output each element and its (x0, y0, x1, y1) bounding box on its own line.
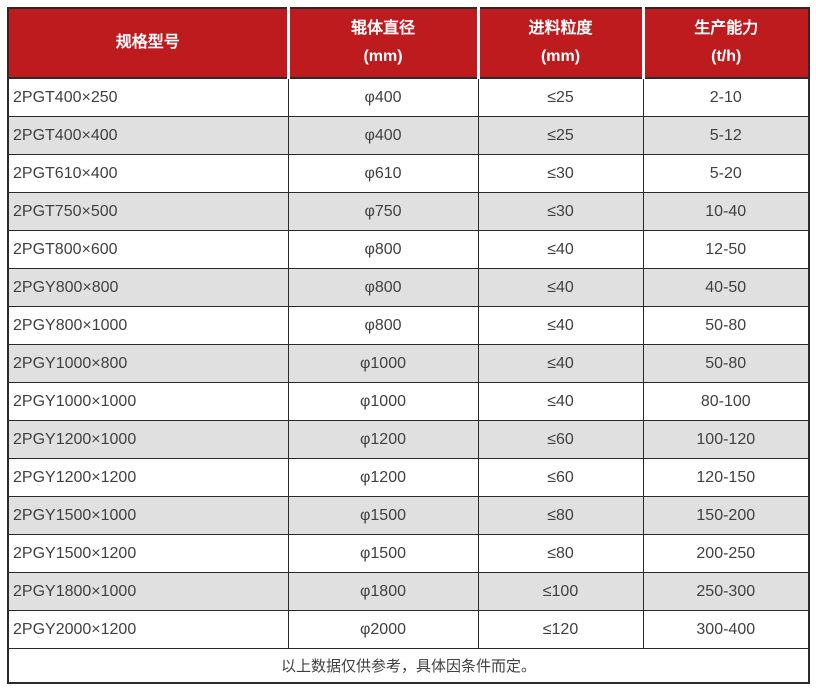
cell-roller-diameter: φ1500 (287, 534, 479, 573)
cell-model: 2PGY1200×1000 (7, 420, 289, 459)
cell-roller-diameter: φ1500 (287, 496, 479, 535)
cell-roller-diameter: φ800 (287, 230, 479, 269)
col-header-capacity-unit: (t/h) (711, 48, 742, 65)
cell-capacity: 50-80 (642, 306, 810, 345)
cell-capacity: 150-200 (642, 496, 810, 535)
cell-capacity: 2-10 (642, 77, 810, 117)
cell-capacity: 120-150 (642, 458, 810, 497)
cell-feed-size: ≤80 (477, 496, 644, 535)
cell-capacity: 80-100 (642, 382, 810, 421)
footer-note: 以上数据仅供参考，具体因条件而定。 (7, 648, 810, 684)
cell-feed-size: ≤100 (477, 572, 644, 611)
col-header-roller-diameter-unit: (mm) (363, 48, 403, 65)
col-header-model-title: 规格型号 (115, 34, 180, 52)
cell-model: 2PGT610×400 (7, 154, 289, 193)
cell-feed-size: ≤60 (477, 420, 644, 459)
cell-roller-diameter: φ400 (287, 77, 479, 117)
cell-model: 2PGY1200×1200 (7, 458, 289, 497)
table-row: 2PGY1500×1000 φ1500 ≤80 150-200 (7, 496, 810, 535)
cell-roller-diameter: φ750 (287, 192, 479, 231)
col-header-capacity-title: 生产能力 (694, 20, 759, 38)
cell-capacity: 100-120 (642, 420, 810, 459)
cell-roller-diameter: φ2000 (287, 610, 479, 649)
col-header-feed-size: 进料粒度 (mm) (478, 8, 645, 79)
cell-model: 2PGY1500×1200 (7, 534, 289, 573)
cell-model: 2PGY1000×1000 (7, 382, 289, 421)
cell-feed-size: ≤25 (477, 116, 644, 155)
cell-model: 2PGY2000×1200 (7, 610, 289, 649)
cell-roller-diameter: φ610 (287, 154, 479, 193)
table-row: 2PGY1200×1200 φ1200 ≤60 120-150 (7, 458, 810, 497)
cell-roller-diameter: φ800 (287, 268, 479, 307)
col-header-capacity: 生产能力 (t/h) (643, 8, 809, 79)
table-row: 2PGY800×1000 φ800 ≤40 50-80 (7, 306, 810, 345)
cell-model: 2PGT800×600 (7, 230, 289, 269)
table-row: 2PGY1000×800 φ1000 ≤40 50-80 (7, 344, 810, 383)
cell-model: 2PGT400×250 (7, 77, 289, 117)
footer-row: 以上数据仅供参考，具体因条件而定。 (7, 648, 810, 684)
cell-feed-size: ≤25 (477, 77, 644, 117)
cell-feed-size: ≤30 (477, 154, 644, 193)
cell-feed-size: ≤40 (477, 230, 644, 269)
table-row: 2PGT400×400 φ400 ≤25 5-12 (7, 116, 810, 155)
cell-model: 2PGY800×1000 (7, 306, 289, 345)
cell-roller-diameter: φ1000 (287, 382, 479, 421)
cell-model: 2PGY1800×1000 (7, 572, 289, 611)
spec-table: 规格型号 辊体直径 (mm) 进料粒度 (mm) 生产能力 (t/h) 2PGT… (7, 7, 810, 684)
cell-roller-diameter: φ1200 (287, 458, 479, 497)
cell-capacity: 5-12 (642, 116, 810, 155)
cell-feed-size: ≤80 (477, 534, 644, 573)
table-row: 2PGT610×400 φ610 ≤30 5-20 (7, 154, 810, 193)
col-header-roller-diameter: 辊体直径 (mm) (288, 8, 480, 79)
cell-model: 2PGT400×400 (7, 116, 289, 155)
cell-roller-diameter: φ800 (287, 306, 479, 345)
cell-capacity: 200-250 (642, 534, 810, 573)
cell-capacity: 5-20 (642, 154, 810, 193)
table-row: 2PGY1500×1200 φ1500 ≤80 200-250 (7, 534, 810, 573)
table-row: 2PGT750×500 φ750 ≤30 10-40 (7, 192, 810, 231)
cell-feed-size: ≤30 (477, 192, 644, 231)
cell-model: 2PGY1000×800 (7, 344, 289, 383)
cell-capacity: 40-50 (642, 268, 810, 307)
cell-capacity: 50-80 (642, 344, 810, 383)
col-header-model: 规格型号 (8, 8, 290, 79)
cell-feed-size: ≤40 (477, 344, 644, 383)
table-row: 2PGY1000×1000 φ1000 ≤40 80-100 (7, 382, 810, 421)
cell-model: 2PGY800×800 (7, 268, 289, 307)
cell-roller-diameter: φ1000 (287, 344, 479, 383)
col-header-feed-size-unit: (mm) (540, 48, 581, 65)
cell-roller-diameter: φ1200 (287, 420, 479, 459)
cell-capacity: 250-300 (642, 572, 810, 611)
cell-capacity: 10-40 (642, 192, 810, 231)
col-header-roller-diameter-title: 辊体直径 (350, 20, 415, 38)
table-row: 2PGY1200×1000 φ1200 ≤60 100-120 (7, 420, 810, 459)
cell-feed-size: ≤60 (477, 458, 644, 497)
header-row: 规格型号 辊体直径 (mm) 进料粒度 (mm) 生产能力 (t/h) (8, 8, 809, 79)
table-row: 2PGT400×250 φ400 ≤25 2-10 (7, 77, 810, 117)
cell-roller-diameter: φ1800 (287, 572, 479, 611)
cell-feed-size: ≤40 (477, 268, 644, 307)
col-header-feed-size-title: 进料粒度 (528, 20, 593, 38)
cell-model: 2PGY1500×1000 (7, 496, 289, 535)
table-row: 2PGY800×800 φ800 ≤40 40-50 (7, 268, 810, 307)
cell-roller-diameter: φ400 (287, 116, 479, 155)
table-row: 2PGT800×600 φ800 ≤40 12-50 (7, 230, 810, 269)
cell-capacity: 12-50 (642, 230, 810, 269)
table-row: 2PGY1800×1000 φ1800 ≤100 250-300 (7, 572, 810, 611)
cell-capacity: 300-400 (642, 610, 810, 649)
cell-model: 2PGT750×500 (7, 192, 289, 231)
cell-feed-size: ≤40 (477, 382, 644, 421)
cell-feed-size: ≤40 (477, 306, 644, 345)
table-row: 2PGY2000×1200 φ2000 ≤120 300-400 (7, 610, 810, 649)
cell-feed-size: ≤120 (477, 610, 644, 649)
